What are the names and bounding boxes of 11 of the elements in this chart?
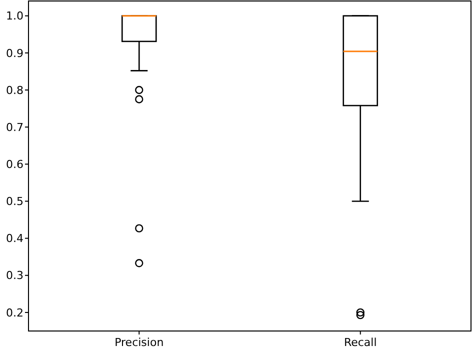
x-tick-label: Recall [344,336,377,349]
x-tick-label: Precision [114,336,164,349]
y-tick-label: 0.5 [6,195,24,208]
y-tick-label: 0.7 [6,120,24,134]
y-tick-label: 0.4 [6,232,24,246]
y-tick-label: 0.3 [6,269,24,282]
y-tick-label: 0.9 [6,46,24,60]
y-tick-label: 1.0 [6,10,24,23]
y-tick-label: 0.6 [6,158,24,171]
y-tick-label: 0.8 [6,84,24,97]
y-tick-label: 0.2 [6,306,24,320]
